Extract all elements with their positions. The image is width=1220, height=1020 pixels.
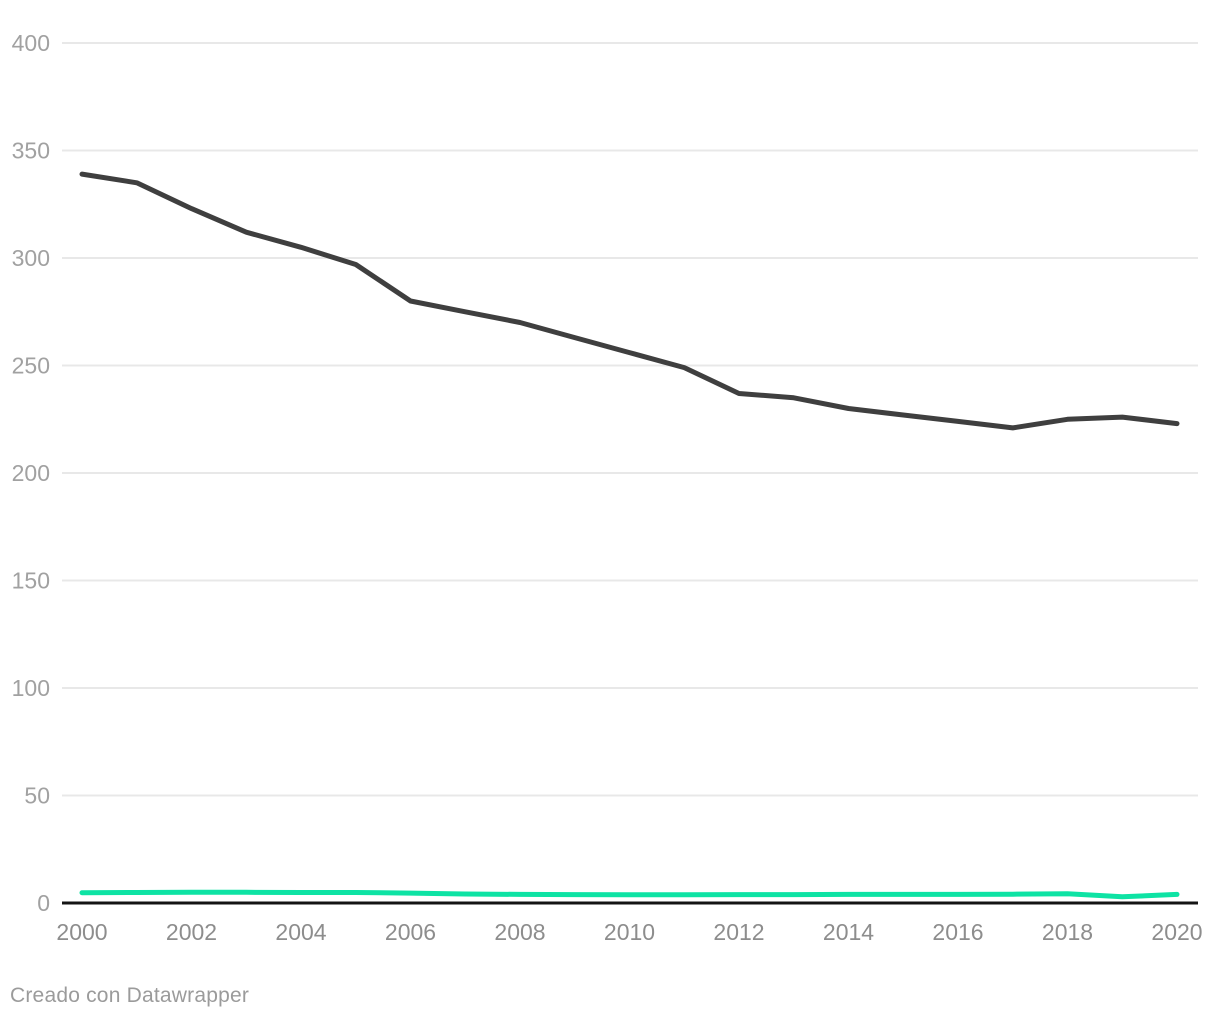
y-tick-label-0: 0 xyxy=(37,890,50,916)
series-line-dark-series xyxy=(79,171,1180,431)
x-tick-label-2014: 2014 xyxy=(823,919,874,945)
x-tick-label-2010: 2010 xyxy=(604,919,655,945)
y-tick-label-200: 200 xyxy=(12,460,50,486)
y-tick-label-250: 250 xyxy=(12,353,50,379)
x-tick-label-2016: 2016 xyxy=(932,919,983,945)
x-tick-label-2002: 2002 xyxy=(166,919,217,945)
x-tick-label-2020: 2020 xyxy=(1151,919,1202,945)
series-line-green-series xyxy=(79,889,1180,900)
x-tick-label-2018: 2018 xyxy=(1042,919,1093,945)
y-tick-label-50: 50 xyxy=(24,783,50,809)
x-tick-label-2000: 2000 xyxy=(56,919,107,945)
y-tick-label-150: 150 xyxy=(12,568,50,594)
datawrapper-credit: Creado con Datawrapper xyxy=(10,984,250,1007)
y-tick-label-400: 400 xyxy=(12,30,50,56)
y-tick-label-300: 300 xyxy=(12,245,50,271)
x-tick-label-2004: 2004 xyxy=(275,919,326,945)
x-tick-label-2006: 2006 xyxy=(385,919,436,945)
x-tick-label-2008: 2008 xyxy=(494,919,545,945)
y-tick-label-350: 350 xyxy=(12,138,50,164)
plot-area: 0 50 100 150 200 250 300 350 400 2000 2002 2004 2006… xyxy=(12,30,1203,945)
x-tick-label-2012: 2012 xyxy=(713,919,764,945)
y-tick-label-100: 100 xyxy=(12,675,50,701)
